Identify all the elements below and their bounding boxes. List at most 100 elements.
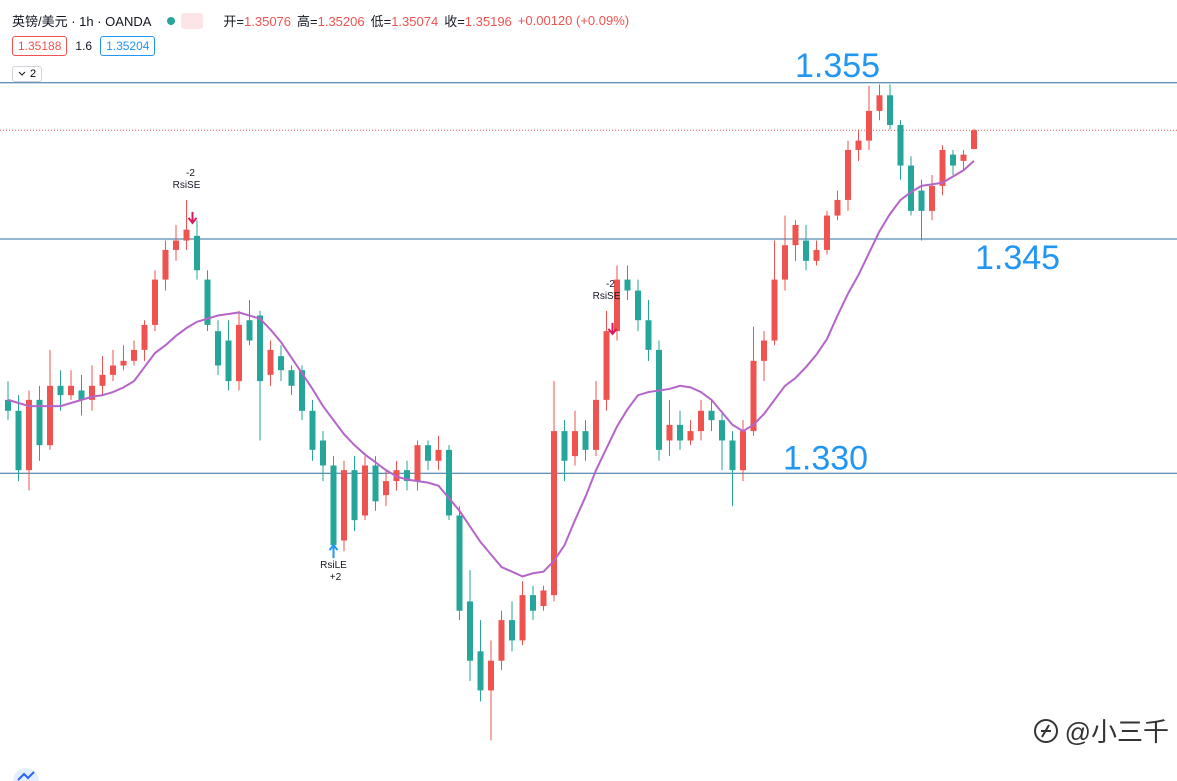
candle-body bbox=[624, 279, 631, 291]
candle-body bbox=[750, 360, 757, 432]
label: 开= bbox=[223, 14, 245, 29]
candle-body bbox=[971, 130, 977, 150]
candle-body bbox=[834, 199, 841, 216]
candle-body bbox=[761, 340, 767, 361]
candle-body bbox=[467, 601, 473, 661]
candle-body bbox=[183, 229, 190, 241]
candle-body bbox=[687, 431, 694, 441]
candle-body bbox=[372, 465, 379, 502]
candle-body bbox=[908, 165, 914, 211]
candle-body bbox=[267, 349, 274, 375]
label: 高= bbox=[297, 14, 318, 29]
candle-body bbox=[551, 431, 557, 596]
candle-body bbox=[288, 370, 295, 386]
candle-body bbox=[792, 224, 799, 246]
signal-qty: -2 bbox=[606, 279, 615, 290]
candle-body bbox=[15, 410, 22, 471]
candle-body bbox=[404, 470, 410, 482]
signal-name: RsiSE bbox=[173, 180, 201, 191]
candle-body bbox=[656, 349, 662, 450]
candle-body bbox=[330, 465, 337, 546]
value: 1.35196 bbox=[464, 14, 512, 29]
candle-body bbox=[509, 620, 515, 641]
signal-arrow bbox=[187, 211, 198, 225]
candle-body bbox=[225, 340, 232, 382]
candle-body bbox=[435, 449, 442, 461]
compare-button[interactable] bbox=[181, 12, 204, 29]
candle-body bbox=[173, 240, 179, 250]
value: 1.35206 bbox=[317, 14, 365, 29]
candle-body bbox=[645, 320, 652, 350]
indicator-toggle[interactable]: 2 bbox=[12, 66, 43, 82]
watermark: @小三千 bbox=[1033, 712, 1169, 749]
candle-body bbox=[194, 235, 200, 271]
candle-body bbox=[866, 110, 872, 141]
candle-body bbox=[876, 95, 883, 111]
candle-body bbox=[530, 595, 536, 611]
candle-body bbox=[813, 249, 820, 261]
candle-body bbox=[414, 445, 421, 482]
candle-body bbox=[425, 445, 431, 461]
watermark-logo bbox=[1033, 718, 1058, 743]
signal-arrow bbox=[607, 322, 618, 336]
candle-body bbox=[204, 279, 211, 325]
candle-body bbox=[351, 470, 358, 521]
indicator-count: 2 bbox=[30, 68, 37, 80]
candle-body bbox=[383, 481, 389, 496]
signal-name: RsiSE bbox=[593, 291, 621, 302]
status-dot bbox=[167, 16, 176, 25]
candle-body bbox=[771, 279, 778, 341]
bid-button[interactable]: 1.35188 bbox=[12, 36, 68, 56]
candle-body bbox=[236, 324, 242, 382]
candle-body bbox=[729, 440, 736, 471]
candle-body bbox=[278, 356, 284, 371]
candle-body bbox=[68, 385, 74, 396]
logo-circle bbox=[13, 768, 39, 781]
candle-body bbox=[110, 365, 116, 375]
ask-button[interactable]: 1.35204 bbox=[100, 36, 156, 56]
candle-body bbox=[488, 660, 494, 691]
candle-body bbox=[635, 290, 641, 321]
signal-name: RsiLE bbox=[320, 560, 347, 571]
ohlc-open: 开=1.35076 bbox=[223, 11, 291, 30]
value: 1.35076 bbox=[244, 14, 292, 29]
candle-body bbox=[593, 399, 599, 450]
candle-body bbox=[215, 331, 221, 366]
candle-body bbox=[320, 440, 326, 466]
candle-body bbox=[950, 154, 956, 166]
candle-body bbox=[845, 149, 851, 200]
candle-body bbox=[582, 431, 589, 450]
candle-body bbox=[257, 315, 263, 382]
candle-body bbox=[141, 324, 148, 350]
candle-body bbox=[246, 320, 253, 341]
candle-body bbox=[47, 385, 53, 446]
candle-body bbox=[162, 249, 169, 280]
value: 1.35074 bbox=[391, 14, 439, 29]
candle-body bbox=[719, 420, 725, 441]
level-label: 1.355 bbox=[795, 47, 880, 85]
ohlc-close: 收=1.35196 bbox=[444, 11, 512, 30]
candle-body bbox=[5, 399, 11, 411]
candle-body bbox=[120, 360, 127, 366]
moving-average bbox=[7, 160, 975, 578]
logo-mark bbox=[17, 771, 35, 781]
symbol-title[interactable]: 英镑/美元 · 1h · OANDA bbox=[12, 14, 152, 29]
signal-arrow bbox=[328, 543, 339, 559]
candle-body bbox=[708, 410, 715, 421]
candle-body bbox=[824, 215, 830, 250]
candle-body bbox=[540, 590, 547, 607]
signal-qty: +2 bbox=[330, 572, 342, 583]
candle-body bbox=[960, 154, 967, 161]
change: +0.00120 (+0.09%) bbox=[517, 13, 630, 28]
candle-body bbox=[740, 431, 746, 471]
level-label: 1.345 bbox=[975, 239, 1060, 277]
signal-qty: -2 bbox=[186, 168, 195, 179]
candle-body bbox=[677, 424, 683, 441]
candle-body bbox=[26, 399, 32, 471]
candle-body bbox=[89, 385, 95, 400]
candle-body bbox=[666, 424, 673, 441]
header: 英镑/美元 · 1h · OANDA 开=1.35076 高=1.35206 低… bbox=[12, 11, 629, 30]
candle-body bbox=[561, 431, 568, 461]
candle-body bbox=[152, 279, 158, 325]
